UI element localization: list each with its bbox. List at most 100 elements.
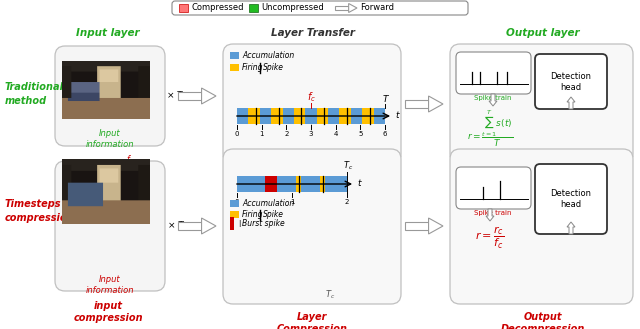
Text: $r = \dfrac{r_c}{f_c}$: $r = \dfrac{r_c}{f_c}$ bbox=[476, 225, 505, 251]
Polygon shape bbox=[429, 96, 443, 112]
Polygon shape bbox=[202, 218, 216, 234]
Bar bbox=[230, 200, 239, 207]
Bar bbox=[317, 108, 328, 124]
Text: Uncompressed: Uncompressed bbox=[261, 4, 324, 13]
Bar bbox=[179, 4, 188, 12]
Text: Spike train: Spike train bbox=[474, 210, 512, 216]
Bar bbox=[249, 4, 258, 12]
Polygon shape bbox=[429, 218, 443, 234]
Bar bbox=[301, 176, 319, 192]
Text: Firing: Firing bbox=[242, 63, 264, 72]
FancyBboxPatch shape bbox=[172, 1, 468, 15]
Text: 2: 2 bbox=[284, 131, 289, 137]
Bar bbox=[339, 108, 351, 124]
Text: input
compression: input compression bbox=[73, 301, 143, 323]
FancyBboxPatch shape bbox=[223, 44, 401, 164]
Text: 1: 1 bbox=[259, 131, 264, 137]
FancyBboxPatch shape bbox=[55, 161, 165, 291]
Bar bbox=[264, 176, 271, 192]
Bar bbox=[178, 222, 202, 230]
Bar bbox=[325, 176, 347, 192]
Bar bbox=[335, 6, 349, 10]
Bar bbox=[405, 222, 429, 230]
Text: Input layer: Input layer bbox=[76, 28, 140, 38]
Bar bbox=[296, 176, 301, 192]
Bar bbox=[230, 211, 239, 218]
Bar bbox=[230, 52, 239, 59]
Text: × T: × T bbox=[167, 91, 183, 100]
Text: 6: 6 bbox=[383, 131, 387, 137]
Text: Detection
head: Detection head bbox=[550, 189, 591, 209]
Text: Input
information: Input information bbox=[86, 275, 134, 295]
FancyArrow shape bbox=[489, 94, 497, 106]
Text: Accumulation: Accumulation bbox=[242, 199, 294, 208]
Text: Output
Decompression: Output Decompression bbox=[501, 312, 585, 329]
Bar bbox=[362, 108, 374, 124]
Bar bbox=[319, 176, 325, 192]
Bar bbox=[230, 217, 234, 230]
FancyArrow shape bbox=[486, 209, 494, 221]
Text: Spike: Spike bbox=[263, 63, 284, 72]
Text: Output layer: Output layer bbox=[506, 28, 580, 38]
FancyBboxPatch shape bbox=[535, 164, 607, 234]
Text: Accumulation: Accumulation bbox=[242, 51, 294, 60]
Text: $T_c$: $T_c$ bbox=[325, 289, 335, 301]
FancyBboxPatch shape bbox=[456, 167, 531, 209]
Bar bbox=[328, 108, 339, 124]
FancyArrow shape bbox=[567, 97, 575, 109]
Bar bbox=[248, 108, 260, 124]
Text: Timesteps
compression: Timesteps compression bbox=[5, 199, 75, 223]
Text: Layer
Compression: Layer Compression bbox=[276, 312, 348, 329]
Text: Firing: Firing bbox=[242, 210, 264, 219]
Text: $f_c$: $f_c$ bbox=[307, 90, 317, 104]
FancyBboxPatch shape bbox=[55, 46, 165, 146]
Text: Forward: Forward bbox=[360, 4, 394, 13]
Text: 4: 4 bbox=[333, 131, 338, 137]
Bar bbox=[237, 108, 248, 124]
Bar bbox=[282, 108, 294, 124]
Text: Spike: Spike bbox=[263, 210, 284, 219]
Bar bbox=[178, 92, 202, 100]
Text: Compressed: Compressed bbox=[191, 4, 243, 13]
Text: t: t bbox=[395, 112, 399, 120]
Bar bbox=[405, 100, 429, 108]
Text: Layer Transfer: Layer Transfer bbox=[271, 28, 355, 38]
Text: $T_c$: $T_c$ bbox=[343, 160, 353, 172]
Bar bbox=[294, 108, 305, 124]
Bar bbox=[305, 108, 317, 124]
Text: 2: 2 bbox=[345, 199, 349, 205]
Text: × $T_c$: × $T_c$ bbox=[167, 220, 188, 232]
FancyBboxPatch shape bbox=[223, 149, 401, 304]
Bar bbox=[230, 64, 239, 71]
Bar bbox=[277, 176, 296, 192]
Text: $r = \dfrac{\sum_{t=1}^{T}s(t)}{T}$: $r = \dfrac{\sum_{t=1}^{T}s(t)}{T}$ bbox=[467, 109, 513, 149]
Text: |: | bbox=[238, 220, 241, 227]
Bar bbox=[271, 108, 282, 124]
Text: Burst spike: Burst spike bbox=[242, 219, 285, 228]
Bar bbox=[98, 162, 133, 174]
Polygon shape bbox=[202, 88, 216, 104]
Text: Traditional
method: Traditional method bbox=[5, 82, 64, 106]
Text: Spike train: Spike train bbox=[474, 95, 512, 101]
Text: Detection
head: Detection head bbox=[550, 72, 591, 92]
FancyBboxPatch shape bbox=[535, 54, 607, 109]
Bar bbox=[237, 176, 264, 192]
FancyArrow shape bbox=[567, 222, 575, 234]
Text: 3: 3 bbox=[308, 131, 313, 137]
Text: 0: 0 bbox=[235, 199, 239, 205]
FancyBboxPatch shape bbox=[450, 149, 633, 304]
Bar bbox=[260, 108, 271, 124]
Text: t: t bbox=[357, 180, 360, 189]
Text: $f_c$: $f_c$ bbox=[126, 154, 134, 166]
Bar bbox=[374, 108, 385, 124]
Bar bbox=[271, 176, 277, 192]
Text: 1: 1 bbox=[290, 199, 294, 205]
Text: Input
information: Input information bbox=[86, 129, 134, 149]
FancyBboxPatch shape bbox=[450, 44, 633, 164]
Text: 5: 5 bbox=[358, 131, 362, 137]
Bar bbox=[351, 108, 362, 124]
Text: T: T bbox=[382, 95, 388, 104]
FancyBboxPatch shape bbox=[456, 52, 531, 94]
Polygon shape bbox=[349, 4, 357, 13]
Text: 0: 0 bbox=[235, 131, 239, 137]
